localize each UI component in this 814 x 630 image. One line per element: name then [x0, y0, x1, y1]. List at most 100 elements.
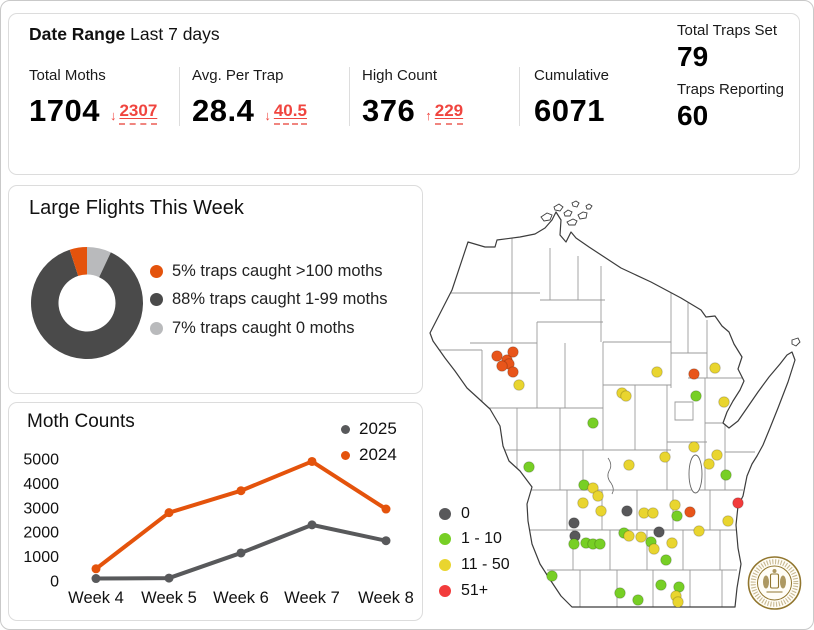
map-trap-dot[interactable] [666, 537, 678, 549]
map-trap-dot[interactable] [594, 538, 606, 550]
large-flights-title: Large Flights This Week [29, 197, 244, 219]
stat-label: Avg. Per Trap [192, 67, 284, 84]
data-point-2025[interactable] [164, 573, 174, 583]
map-trap-dot[interactable] [703, 458, 715, 470]
map-trap-dot[interactable] [648, 543, 660, 555]
map-trap-dot[interactable] [659, 451, 671, 463]
map-trap-dot[interactable] [620, 390, 632, 402]
stat-label: Total Moths [29, 67, 106, 84]
stat-value: 1704 [29, 93, 100, 128]
county-boundaries [430, 238, 755, 607]
donut-slice[interactable] [31, 249, 143, 359]
state-outline [429, 211, 796, 608]
stat-cumulative: Cumulative 6071 [519, 67, 669, 126]
data-point-2024[interactable] [381, 504, 391, 514]
map-trap-dot[interactable] [546, 570, 558, 582]
data-point-2025[interactable] [236, 548, 246, 558]
map-trap-dot[interactable] [592, 490, 604, 502]
map-trap-dot[interactable] [623, 459, 635, 471]
donut-slice[interactable] [87, 247, 111, 278]
total-traps-set-label: Total Traps Set [677, 22, 778, 39]
light-gray-dot-icon [150, 321, 163, 335]
data-point-2024[interactable] [236, 486, 246, 496]
x-tick-label: Week 8 [358, 589, 414, 607]
x-tick-label: Week 6 [213, 589, 269, 607]
gray-dot-icon [439, 507, 451, 520]
map-trap-dot[interactable] [690, 390, 702, 402]
map-trap-dot[interactable] [587, 417, 599, 429]
map-trap-dot[interactable] [635, 531, 647, 543]
map-trap-dot[interactable] [693, 525, 705, 537]
map-trap-dot[interactable] [623, 530, 635, 542]
map-trap-dot[interactable] [614, 587, 626, 599]
data-point-2024[interactable] [164, 508, 174, 518]
traps-side-stats: Total Traps Set 79 Traps Reporting 60 [677, 22, 784, 130]
orange-dot-icon [150, 264, 163, 278]
y-tick-label: 0 [50, 574, 59, 591]
map-trap-dot[interactable] [660, 554, 672, 566]
map-trap-dot[interactable] [587, 482, 599, 494]
legend-item-mid: 11 - 50 [439, 552, 510, 578]
date-range-control[interactable]: Date Range Last 7 days [29, 24, 220, 45]
map-trap-dot[interactable] [507, 366, 519, 378]
line-chart-legend: 2025 2024 [341, 419, 397, 471]
wisconsin-map: 0 1 - 10 11 - 50 51+ [425, 190, 814, 625]
map-trap-dot[interactable] [672, 596, 684, 608]
legend-label: 0 [461, 504, 470, 522]
data-point-2024[interactable] [307, 456, 317, 466]
data-point-2024[interactable] [91, 564, 101, 574]
map-trap-dot[interactable] [655, 579, 667, 591]
map-trap-dot[interactable] [647, 507, 659, 519]
map-trap-dot[interactable] [720, 469, 732, 481]
map-trap-dot[interactable] [684, 506, 696, 518]
donut-legend: 5% traps caught >100 moths 88% traps cau… [150, 257, 388, 343]
map-trap-dot[interactable] [688, 368, 700, 380]
data-point-2025[interactable] [381, 536, 391, 546]
map-trap-dot[interactable] [577, 497, 589, 509]
map-trap-dot[interactable] [718, 396, 730, 408]
map-trap-dot[interactable] [709, 362, 721, 374]
trap-dots-layer [491, 346, 744, 608]
map-trap-dot[interactable] [722, 515, 734, 527]
y-tick-label: 5000 [23, 452, 59, 469]
down-arrow-icon: ↓ [109, 107, 117, 123]
donut-slice[interactable] [69, 247, 87, 276]
map-trap-dot[interactable] [568, 517, 580, 529]
map-trap-dot[interactable] [523, 461, 535, 473]
orange-dot-icon [341, 450, 350, 460]
data-point-2025[interactable] [91, 574, 101, 584]
map-trap-dot[interactable] [651, 366, 663, 378]
map-trap-dot[interactable] [669, 499, 681, 511]
y-tick-label: 1000 [23, 549, 59, 566]
stat-change: ↑ 229 [425, 101, 464, 126]
stat-label: Cumulative [534, 67, 610, 84]
legend-item-high: 51+ [439, 578, 510, 604]
lakes [607, 454, 703, 495]
x-tick-label: Week 4 [68, 589, 124, 607]
data-point-2025[interactable] [307, 520, 317, 530]
stat-high-count: High Count 376 ↑ 229 [349, 67, 519, 126]
map-trap-dot[interactable] [621, 505, 633, 517]
map-trap-dot[interactable] [513, 379, 525, 391]
map-trap-dot[interactable] [688, 441, 700, 453]
wisconsin-datcp-seal [747, 556, 802, 610]
moth-counts-line-chart: 5000 4000 3000 2000 1000 0 Week 4 Week 5 Week 6 W… [23, 452, 414, 608]
red-dot-icon [439, 584, 451, 597]
date-range-value: Last 7 days [130, 24, 220, 44]
map-trap-dot[interactable] [671, 510, 683, 522]
map-trap-dot[interactable] [595, 505, 607, 517]
map-trap-dot[interactable] [632, 594, 644, 606]
map-trap-dot[interactable] [491, 350, 503, 362]
gray-dot-icon [341, 424, 350, 434]
map-trap-dot[interactable] [653, 526, 665, 538]
map-trap-dot[interactable] [711, 449, 723, 461]
total-traps-set-value: 79 [677, 41, 709, 72]
map-trap-dot[interactable] [568, 538, 580, 550]
date-range-stats-panel: Date Range Last 7 days Total Moths 1704 … [8, 13, 800, 175]
map-trap-dot[interactable] [507, 346, 519, 358]
map-trap-dot[interactable] [496, 360, 508, 372]
legend-item: 7% traps caught 0 moths [150, 314, 388, 343]
stat-change-value: 229 [434, 101, 464, 125]
up-arrow-icon: ↑ [425, 107, 432, 123]
map-trap-dot[interactable] [732, 497, 744, 509]
